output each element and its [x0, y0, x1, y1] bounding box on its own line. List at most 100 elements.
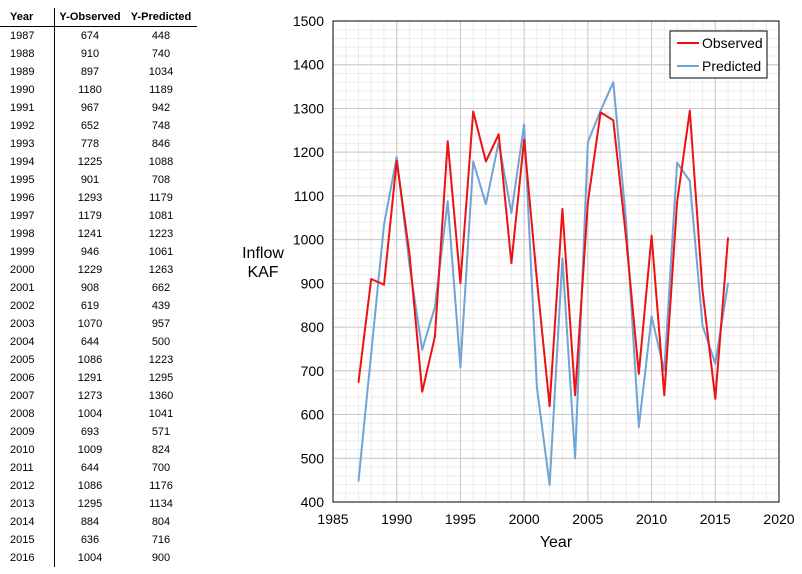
data-point-observed	[421, 391, 423, 393]
cell-observed: 910	[80, 48, 100, 60]
data-point-predicted	[536, 386, 538, 389]
cell-predicted: 1088	[148, 156, 174, 168]
series-line-predicted	[357, 81, 729, 486]
data-point-observed	[676, 201, 678, 203]
cell-predicted: 942	[151, 102, 171, 114]
table-row: 2014 884 804	[0, 513, 197, 531]
grid-layer	[332, 20, 780, 503]
table-row: 2003 1070 957	[0, 315, 197, 333]
y-tick-label: 700	[301, 363, 325, 379]
data-point-observed	[599, 111, 602, 114]
data-point-observed	[523, 138, 525, 141]
cell-year: 2008	[0, 405, 55, 423]
cell-predicted: 1061	[148, 246, 174, 258]
cell-year: 1994	[0, 153, 55, 171]
table-row: 2010 1009 824	[0, 441, 197, 459]
data-point-observed	[485, 160, 487, 163]
table-row: 2008 1004 1041	[0, 405, 197, 423]
table-row: 2007 1273 1360	[0, 387, 197, 405]
cell-observed: 908	[80, 282, 100, 294]
cell-predicted: 708	[151, 174, 171, 186]
series-layer	[357, 81, 729, 486]
cell-year: 2009	[0, 423, 55, 441]
cell-year: 1989	[0, 63, 55, 81]
data-point-observed	[357, 381, 360, 383]
cell-year: 2001	[0, 279, 55, 297]
cell-predicted: 824	[151, 444, 171, 456]
data-point-observed	[625, 237, 627, 239]
x-tick-label: 2020	[763, 511, 794, 527]
data-point-observed	[561, 208, 564, 210]
cell-predicted: 900	[151, 552, 171, 564]
cell-observed: 674	[80, 30, 100, 42]
cell-year: 2012	[0, 477, 55, 495]
cell-predicted: 804	[151, 516, 171, 528]
data-point-predicted	[599, 109, 602, 112]
table-row: 1997 1179 1081	[0, 207, 197, 225]
x-tick-label: 2000	[509, 511, 540, 527]
cell-year: 2014	[0, 513, 55, 531]
x-tick-label: 1995	[445, 511, 476, 527]
data-point-predicted	[701, 324, 704, 327]
data-point-predicted	[548, 484, 551, 486]
table-row: 1990 1180 1189	[0, 81, 197, 99]
cell-year: 2003	[0, 315, 55, 333]
x-tick-label: 1985	[317, 511, 348, 527]
table-row: 2016 1004 900	[0, 549, 197, 567]
data-point-predicted	[561, 257, 564, 260]
cell-predicted: 716	[151, 534, 171, 546]
cell-predicted: 439	[151, 300, 171, 312]
cell-predicted: 500	[151, 336, 171, 348]
data-point-observed	[727, 237, 729, 239]
table-row: 2001 908 662	[0, 279, 197, 297]
data-point-observed	[446, 140, 449, 143]
table-row: 1996 1293 1179	[0, 189, 197, 207]
y-tick-label: 900	[301, 275, 325, 291]
table-row: 1998 1241 1223	[0, 225, 197, 243]
data-point-predicted	[434, 306, 436, 308]
cell-year: 1996	[0, 189, 55, 207]
table-row: 1992 652 748	[0, 117, 197, 135]
cell-year: 1993	[0, 135, 55, 153]
series-line-observed	[357, 109, 729, 408]
cell-observed: 644	[80, 336, 100, 348]
data-point-observed	[395, 160, 398, 162]
table-row: 1991 967 942	[0, 99, 197, 117]
cell-predicted: 662	[151, 282, 171, 294]
table-row: 2011 644 700	[0, 459, 197, 477]
cell-observed: 1004	[77, 408, 103, 420]
data-point-predicted	[510, 212, 513, 214]
data-point-observed	[587, 201, 589, 203]
data-point-predicted	[727, 282, 729, 285]
y-axis-label-line-1: Inflow	[242, 245, 284, 262]
data-point-predicted	[383, 223, 385, 226]
x-tick-label: 2005	[572, 511, 603, 527]
data-point-predicted	[395, 156, 398, 158]
y-tick-label: 1300	[293, 100, 324, 116]
cell-predicted: 1263	[148, 264, 174, 276]
cell-year: 2000	[0, 261, 55, 279]
cell-predicted: 1179	[149, 192, 173, 204]
data-point-predicted	[485, 203, 487, 206]
cell-observed: 1225	[77, 156, 103, 168]
data-point-observed	[701, 289, 704, 292]
cell-observed: 644	[80, 462, 100, 474]
plot-area-frame	[332, 20, 780, 503]
column-header-predicted: Y-Predicted	[125, 8, 197, 27]
data-point-predicted	[574, 457, 576, 460]
cell-year: 1999	[0, 243, 55, 261]
cell-observed: 1295	[77, 498, 103, 510]
cell-year: 2007	[0, 387, 55, 405]
cell-predicted: 740	[151, 48, 171, 60]
cell-observed: 1241	[77, 228, 103, 240]
data-point-observed	[574, 394, 576, 397]
data-point-predicted	[421, 349, 423, 351]
data-point-observed	[536, 279, 538, 281]
cell-year: 2006	[0, 369, 55, 387]
cell-observed: 778	[80, 138, 100, 150]
column-header-observed: Y-Observed	[54, 8, 125, 27]
cell-predicted: 748	[151, 120, 171, 132]
data-point-observed	[650, 234, 653, 237]
legend: Observed Predicted	[669, 30, 768, 79]
cell-year: 2002	[0, 297, 55, 315]
